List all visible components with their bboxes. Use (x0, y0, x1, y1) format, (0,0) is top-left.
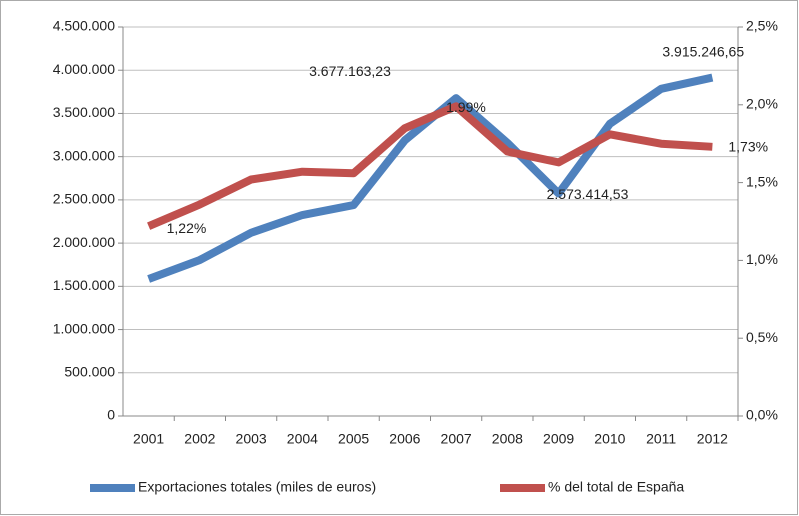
data-label: 3.915.246,65 (662, 43, 744, 59)
y2-tick-label: 2,5% (746, 18, 778, 34)
x-tick-label: 2002 (184, 431, 215, 447)
x-tick-label: 2007 (441, 431, 472, 447)
y-tick-label: 4.000.000 (53, 61, 115, 77)
x-tick-label: 2003 (236, 431, 267, 447)
legend-label: % del total de España (548, 479, 684, 495)
y2-tick-label: 1,0% (746, 251, 778, 267)
y2-tick-label: 2,0% (746, 96, 778, 112)
data-label: 3.677.163,23 (309, 63, 391, 79)
data-label: 1,22% (167, 220, 207, 236)
y-tick-label: 2.500.000 (53, 191, 115, 207)
legend-label: Exportaciones totales (miles de euros) (138, 479, 376, 495)
y-tick-label: 1.000.000 (53, 320, 115, 336)
y2-tick-label: 1,5% (746, 173, 778, 189)
x-tick-label: 2005 (338, 431, 369, 447)
y-tick-label: 1.500.000 (53, 277, 115, 293)
y-tick-label: 4.500.000 (53, 18, 115, 34)
y-tick-label: 2.000.000 (53, 234, 115, 250)
y-tick-label: 0 (107, 407, 115, 423)
x-tick-label: 2009 (543, 431, 574, 447)
x-tick-label: 2012 (697, 431, 728, 447)
y-tick-label: 3.500.000 (53, 104, 115, 120)
y2-tick-label: 0,0% (746, 407, 778, 423)
x-tick-label: 2008 (492, 431, 523, 447)
series-line (147, 102, 713, 230)
y-tick-label: 3.000.000 (53, 147, 115, 163)
y2-tick-label: 0,5% (746, 329, 778, 345)
x-tick-label: 2006 (389, 431, 420, 447)
data-label: 1,73% (728, 139, 768, 155)
x-tick-label: 2010 (594, 431, 625, 447)
data-label: 2.573.414,53 (547, 186, 629, 202)
x-tick-label: 2004 (287, 431, 318, 447)
x-tick-label: 2011 (646, 431, 676, 447)
y-tick-label: 500.000 (64, 363, 115, 379)
data-label: 1.99% (446, 99, 486, 115)
x-tick-label: 2001 (133, 431, 164, 447)
